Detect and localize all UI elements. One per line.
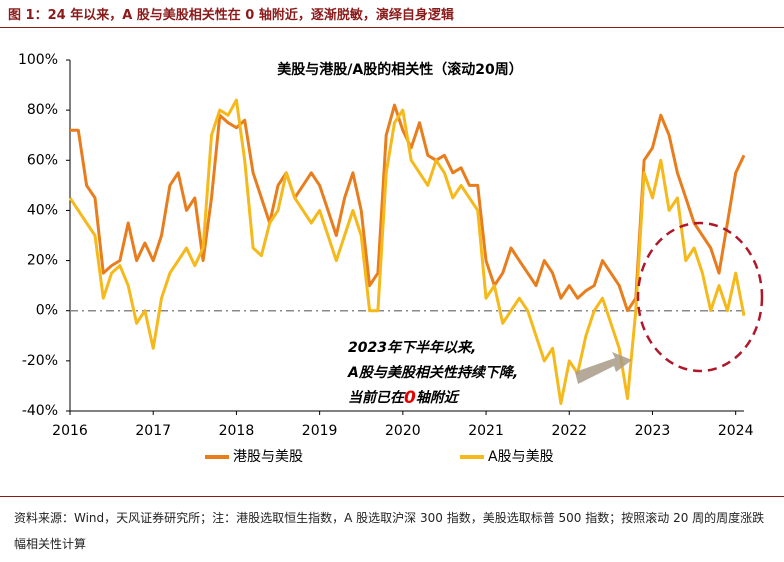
x-tick-label: 2024 [718, 423, 754, 439]
legend-label: A股与美股 [488, 449, 554, 465]
y-tick-label: 100% [18, 52, 58, 68]
annotation: 当前已在0轴附近 [348, 388, 461, 408]
figure-title: 图 1：24 年以来，A 股与美股相关性在 0 轴附近，逐渐脱敏，演绎自身逻辑 [8, 8, 454, 23]
y-tick-label: 60% [27, 152, 58, 168]
annotation: 2023年下半年以来, [348, 339, 476, 356]
highlight-ellipse [636, 221, 764, 373]
y-tick-label: 0% [36, 303, 58, 319]
x-tick-label: 2016 [52, 423, 88, 439]
source-note: 资料来源：Wind，天风证券研究所；注：港股选取恒生指数，A 股选取沪深 300… [14, 511, 765, 551]
y-tick-label: 40% [27, 202, 58, 218]
chart: 美股与港股/A股的相关性（滚动20周） -40% -20% 0% 20% 40% 60% 8… [18, 52, 764, 465]
annotation-part: 轴附近 [416, 389, 461, 406]
divider [0, 496, 784, 497]
x-tick-label: 2022 [551, 423, 587, 439]
legend-label: 港股与美股 [233, 449, 303, 465]
annotation-part: 0 [404, 388, 416, 408]
x-tick-label: 2018 [219, 423, 255, 439]
divider [0, 27, 784, 28]
y-tick-label: 20% [27, 253, 58, 269]
decorations [575, 221, 764, 384]
annotation-part: 当前已在 [348, 389, 406, 406]
chart-title: 美股与港股/A股的相关性（滚动20周） [277, 61, 522, 78]
y-tick-label: -40% [22, 403, 58, 419]
y-tick-label: -20% [22, 353, 58, 369]
annotation: A股与美股相关性持续下降, [347, 364, 518, 381]
series-line [68, 98, 746, 405]
y-tick-label: 80% [27, 102, 58, 118]
arrow [575, 352, 632, 384]
x-tick-label: 2019 [302, 423, 338, 439]
x-tick-label: 2020 [385, 423, 421, 439]
x-tick-label: 2017 [135, 423, 171, 439]
x-tick-label: 2021 [468, 423, 504, 439]
x-tick-label: 2023 [635, 423, 671, 439]
